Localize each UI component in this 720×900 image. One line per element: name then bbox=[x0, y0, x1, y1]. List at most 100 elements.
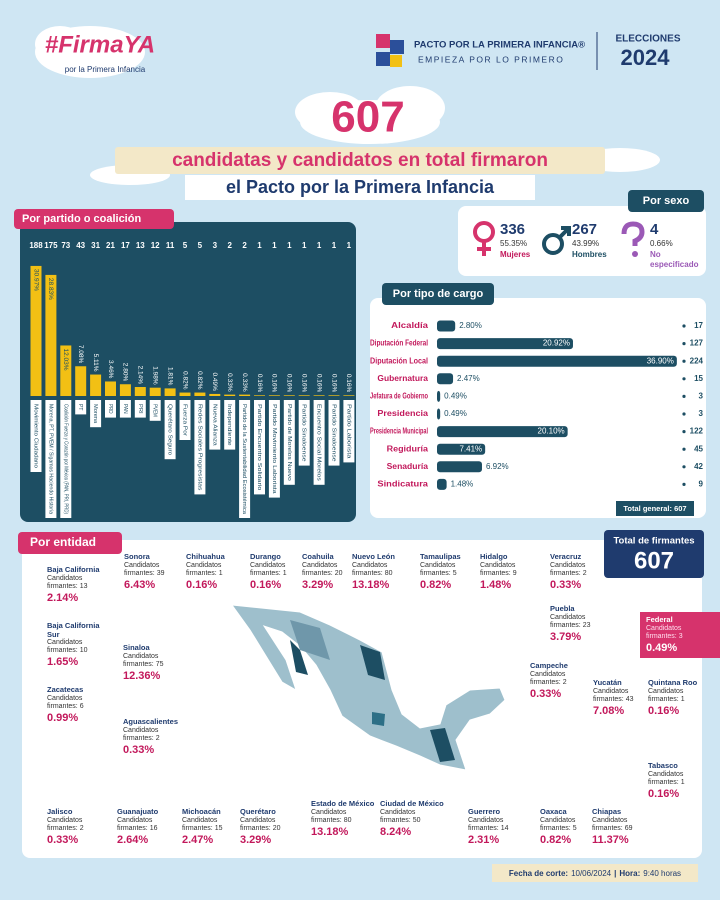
section-tab bbox=[14, 209, 174, 229]
category-box bbox=[298, 400, 310, 466]
category-label: Morena bbox=[92, 404, 98, 424]
footer-time: 9:40 horas bbox=[643, 868, 682, 878]
entity: Campeche Candidatos firmantes: 2 0.33% bbox=[530, 661, 596, 700]
election-label: ELECCIONES bbox=[615, 34, 680, 45]
category-label: Senaduría bbox=[387, 462, 429, 471]
bar bbox=[328, 395, 340, 396]
sex-label: No especificado bbox=[650, 250, 699, 269]
count-label: 9 bbox=[699, 480, 704, 489]
total-title: Total de firmantes bbox=[613, 536, 694, 547]
entity-percent: 13.18% bbox=[352, 578, 390, 591]
category-box bbox=[194, 400, 206, 495]
category-label: Nueva Alianza bbox=[211, 404, 217, 447]
category-label: Morena, PT, PVEM / Sigamos Haciendo Hist… bbox=[47, 404, 53, 515]
entity-count: 20 bbox=[334, 569, 343, 577]
entity-count: 20 bbox=[272, 824, 281, 832]
entity: Oaxaca Candidatos firmantes: 5 0.82% bbox=[540, 807, 606, 846]
entity-count-line: Candidatos firmantes: 9 bbox=[480, 562, 546, 578]
entity-name: Hidalgo bbox=[480, 552, 508, 561]
count-label: 42 bbox=[694, 462, 703, 471]
bar bbox=[45, 274, 57, 396]
section-title: Por tipo de cargo bbox=[393, 288, 484, 300]
brand-block bbox=[376, 34, 390, 48]
category-label: Alcaldía bbox=[391, 321, 428, 330]
bar bbox=[437, 338, 573, 350]
entity-percent: 0.16% bbox=[186, 578, 218, 591]
bar bbox=[437, 390, 441, 402]
category-box bbox=[134, 400, 146, 418]
footer-date-label: Fecha de corte: bbox=[508, 868, 569, 878]
dot bbox=[682, 324, 686, 328]
entity-count-line: Candidatos firmantes: 14 bbox=[468, 817, 534, 833]
category-box bbox=[45, 400, 57, 518]
entity-count-label: Candidatos firmantes: bbox=[540, 816, 576, 832]
value-label: 0.82% bbox=[196, 371, 203, 390]
entity-count: 1 bbox=[282, 569, 287, 577]
entity: Puebla Candidatos firmantes: 23 3.79% bbox=[550, 604, 616, 643]
section-title: Por entidad bbox=[30, 535, 96, 549]
count-label: 31 bbox=[91, 241, 100, 250]
entity-count-label: Candidatos firmantes: bbox=[648, 687, 684, 703]
entity-count-line: Candidatos firmantes: 1 bbox=[250, 562, 316, 578]
entity-count: 39 bbox=[156, 569, 165, 577]
bar bbox=[437, 461, 482, 473]
logo-title: #FirmaYA bbox=[45, 31, 155, 58]
entity-count: 1 bbox=[680, 778, 685, 786]
entity-count-line: Candidatos firmantes: 3 bbox=[646, 625, 714, 641]
entity-count: 2 bbox=[155, 734, 160, 742]
entity-name: Tamaulipas bbox=[420, 552, 461, 561]
value-label: 7.41% bbox=[459, 444, 482, 453]
entity-count-line: Candidatos firmantes: 39 bbox=[124, 562, 190, 578]
entity: Sinaloa Candidatos firmantes: 75 12.36% bbox=[123, 643, 189, 682]
category-label: Partido Encuentro Solidario bbox=[256, 404, 262, 490]
entity-percent: 12.36% bbox=[123, 669, 161, 682]
entity-count-line: Candidatos firmantes: 5 bbox=[540, 817, 606, 833]
sex-count: 4 bbox=[650, 221, 659, 238]
entity-count: 43 bbox=[625, 695, 634, 703]
sex-count: 336 bbox=[500, 221, 525, 238]
tagline: EMPIEZA POR LO PRIMERO bbox=[418, 54, 564, 64]
entity-name: Jalisco bbox=[47, 807, 73, 816]
entity-percent: 3.29% bbox=[302, 578, 334, 591]
entity-count-line: Candidatos firmantes: 1 bbox=[648, 771, 714, 787]
count-label: 1 bbox=[347, 241, 352, 250]
entity-count-label: Candidatos firmantes: bbox=[240, 816, 276, 832]
footer-date: 10/06/2024 bbox=[571, 868, 612, 878]
bar bbox=[30, 265, 42, 396]
entity-count-line: Candidatos firmantes: 43 bbox=[593, 688, 659, 704]
entity: Guerrero Candidatos firmantes: 14 2.31% bbox=[468, 807, 534, 846]
entity-count-label: Candidatos firmantes: bbox=[123, 652, 159, 668]
entity-count: 6 bbox=[79, 702, 84, 710]
entity-count: 14 bbox=[500, 824, 509, 832]
category-label: Coalición Fuerza y Corazón por México (P… bbox=[62, 404, 68, 514]
entity-percent: 8.24% bbox=[380, 825, 412, 838]
category-label: Independiente bbox=[226, 404, 232, 446]
hero-total: 607 bbox=[331, 93, 404, 142]
value-label: 12.03% bbox=[62, 348, 69, 370]
sex-percent: 0.66% bbox=[650, 239, 673, 248]
count-label: 13 bbox=[136, 241, 145, 250]
entity: Guanajuato Candidatos firmantes: 16 2.64% bbox=[117, 807, 183, 846]
bar bbox=[239, 394, 251, 396]
category-label: Jefatura de Gobierno bbox=[370, 392, 428, 401]
entity-count-line: Candidatos firmantes: 2 bbox=[47, 817, 113, 833]
entity-count-line: Candidatos firmantes: 75 bbox=[123, 653, 189, 669]
entity: Quintana Roo Candidatos firmantes: 1 0.16% bbox=[648, 678, 714, 717]
entity: Durango Candidatos firmantes: 1 0.16% bbox=[250, 552, 316, 591]
count-label: 45 bbox=[694, 444, 703, 453]
category-label: Partido de Morelos Nuevo bbox=[286, 404, 292, 481]
sex-percent: 43.99% bbox=[572, 239, 599, 248]
category-label: PRI bbox=[137, 404, 143, 414]
category-label: Gubernatura bbox=[377, 374, 428, 383]
entity-count-line: Candidatos firmantes: 2 bbox=[123, 727, 189, 743]
value-label: 0.49% bbox=[444, 409, 467, 418]
sex-count: 267 bbox=[572, 221, 597, 238]
category-box bbox=[209, 400, 221, 450]
entity-percent: 6.43% bbox=[124, 578, 156, 591]
category-box bbox=[75, 400, 87, 415]
entity-count-label: Candidatos firmantes: bbox=[380, 808, 416, 824]
entity-percent: 0.16% bbox=[250, 578, 282, 591]
entity: Chiapas Candidatos firmantes: 69 11.37% bbox=[592, 807, 658, 846]
bar bbox=[437, 320, 456, 332]
bar bbox=[119, 384, 131, 396]
